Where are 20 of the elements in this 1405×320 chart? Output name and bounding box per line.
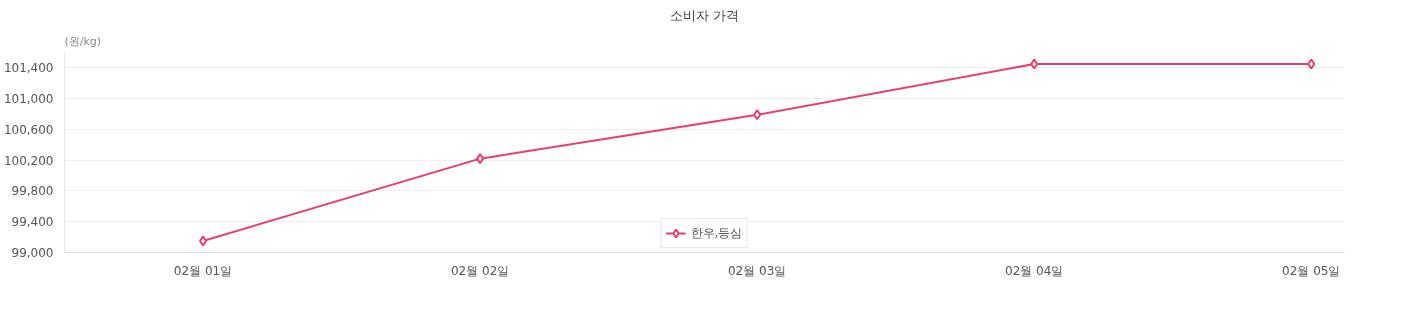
y-tick-label: 100,200 xyxy=(3,153,54,168)
x-tick-label: 02월 01일 xyxy=(173,263,233,278)
point xyxy=(1030,58,1039,70)
point xyxy=(476,153,485,165)
x-tick-label: 02월 02일 xyxy=(450,263,510,278)
y-tick-label: 100,600 xyxy=(3,122,54,137)
y-tick-label: 99,400 xyxy=(11,215,54,230)
y-axis-title: (원/kg) xyxy=(64,34,102,48)
point xyxy=(1307,58,1316,70)
y-tick-label: 99,800 xyxy=(11,184,54,199)
y-tick-label: 101,000 xyxy=(3,92,54,107)
legend-label: 한우,등심 xyxy=(690,224,743,242)
y-tick-label: 99,000 xyxy=(11,246,54,260)
x-tick-label: 02월 03일 xyxy=(727,263,787,278)
x-tick-label: 02월 05일 xyxy=(1282,263,1341,278)
y-tick-label: 101,400 xyxy=(3,61,54,76)
point xyxy=(753,109,762,121)
x-tick-label: 02월 04일 xyxy=(1005,263,1064,278)
chart-title: 소비자 가격 xyxy=(669,7,740,23)
point xyxy=(199,235,208,247)
